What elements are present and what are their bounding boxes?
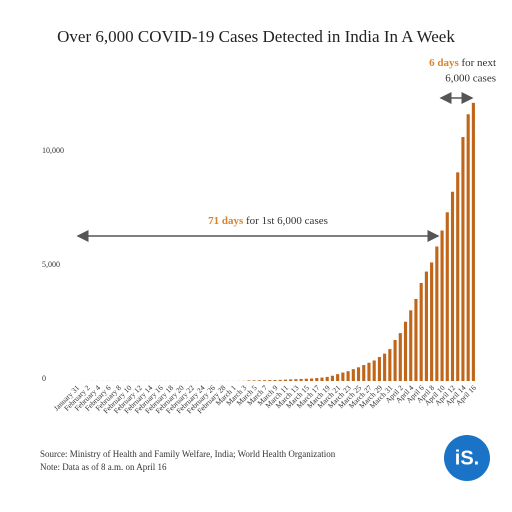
bar [471, 102, 475, 381]
bar [330, 375, 334, 381]
logo-text: iS. [455, 447, 479, 469]
chart-title: Over 6,000 COVID-19 Cases Detected in In… [57, 27, 455, 46]
bar [461, 137, 465, 381]
annotation-text: for 1st 6,000 cases [246, 215, 328, 227]
bar [341, 372, 345, 381]
bar [289, 379, 293, 381]
bar [351, 369, 355, 381]
bar [252, 380, 256, 381]
bar [409, 310, 413, 381]
logo [444, 435, 490, 481]
bar [435, 246, 439, 381]
bar [304, 378, 308, 381]
bar [419, 282, 423, 381]
y-tick-label: 10,000 [42, 146, 64, 155]
bar [388, 349, 392, 381]
bar [424, 271, 428, 381]
bar [294, 379, 298, 381]
bar [268, 380, 272, 381]
source: Source: Ministry of Health and Family We… [40, 449, 336, 459]
bar [440, 230, 444, 381]
bar [336, 374, 340, 381]
bar [377, 357, 381, 381]
bar [362, 365, 366, 381]
annotation-text: for next [461, 57, 496, 69]
y-tick-label: 5,000 [42, 260, 60, 269]
bar [346, 371, 350, 381]
bar [367, 362, 371, 381]
annotation-text: 6,000 cases [445, 73, 496, 85]
bar [430, 262, 434, 381]
bar [283, 379, 288, 381]
bar [315, 378, 319, 381]
bar [356, 367, 361, 381]
bar [414, 298, 418, 381]
annotation: 71 days for 1st 6,000 cases [208, 215, 328, 227]
annotation-highlight: 71 days [208, 215, 244, 227]
bar [320, 377, 324, 381]
bar [257, 380, 261, 381]
bar [247, 380, 251, 381]
annotation: 6 days for next [429, 57, 496, 69]
bar [262, 380, 267, 381]
note: Note: Data as of 8 a.m. on April 16 [40, 462, 167, 472]
bar [450, 191, 455, 381]
bar [398, 333, 402, 381]
bar [403, 321, 408, 381]
y-tick-label: 0 [42, 374, 46, 383]
bar [456, 172, 460, 381]
bar [273, 379, 277, 381]
bar [309, 378, 314, 381]
bar [372, 360, 376, 381]
bar [278, 379, 282, 381]
bar [393, 339, 397, 381]
bar [466, 114, 470, 382]
annotation-highlight: 6 days [429, 57, 459, 69]
bar [325, 376, 329, 381]
bar [383, 353, 387, 381]
bar [445, 212, 449, 381]
bar [299, 378, 303, 381]
